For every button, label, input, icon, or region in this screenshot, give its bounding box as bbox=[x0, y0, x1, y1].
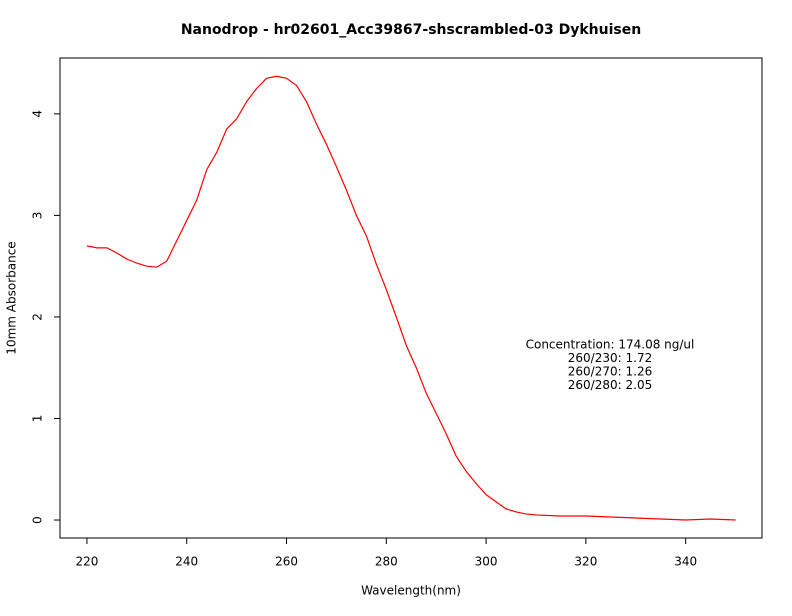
y-tick-label: 2 bbox=[31, 313, 45, 321]
x-tick-label: 280 bbox=[375, 555, 398, 569]
x-tick-label: 260 bbox=[275, 555, 298, 569]
chart-title: Nanodrop - hr02601_Acc39867-shscrambled-… bbox=[181, 22, 641, 38]
x-tick-label: 340 bbox=[674, 555, 697, 569]
x-axis-label: Wavelength(nm) bbox=[361, 584, 461, 598]
annotation: 260/230: 1.72 bbox=[568, 351, 652, 365]
annotation: 260/270: 1.26 bbox=[568, 365, 652, 379]
x-tick-label: 220 bbox=[75, 555, 98, 569]
data-line bbox=[86, 75, 736, 521]
x-tick-label: 320 bbox=[574, 555, 597, 569]
y-tick-label: 4 bbox=[31, 110, 45, 118]
annotation: Concentration: 174.08 ng/ul bbox=[526, 338, 695, 352]
y-tick-label: 3 bbox=[31, 212, 45, 220]
plot-frame bbox=[59, 57, 763, 539]
y-tick-label: 0 bbox=[31, 516, 45, 524]
annotation: 260/280: 2.05 bbox=[568, 378, 652, 392]
y-tick-label: 1 bbox=[31, 415, 45, 423]
x-tick-label: 300 bbox=[475, 555, 498, 569]
y-axis-label: 10mm Absorbance bbox=[5, 241, 19, 354]
x-tick-label: 240 bbox=[175, 555, 198, 569]
